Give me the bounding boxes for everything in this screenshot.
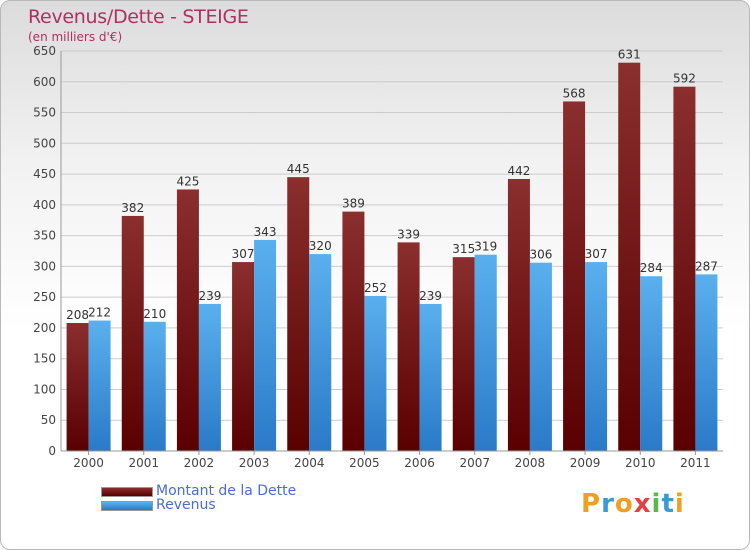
x-tick-label: 2006 xyxy=(404,456,435,470)
value-label-revenus: 306 xyxy=(529,248,552,262)
legend-swatch-revenus xyxy=(101,501,153,511)
bar-dette xyxy=(563,101,586,451)
value-label-dette: 592 xyxy=(673,72,696,86)
value-label-revenus: 319 xyxy=(474,240,497,254)
x-tick-label: 2009 xyxy=(570,456,601,470)
bar-dette xyxy=(176,189,199,451)
value-label-dette: 208 xyxy=(66,308,89,322)
value-label-revenus: 239 xyxy=(419,289,442,303)
value-label-dette: 445 xyxy=(287,162,310,176)
y-tick-label: 200 xyxy=(33,321,56,335)
bar-revenus xyxy=(309,254,332,451)
bar-dette xyxy=(232,262,255,451)
value-label-revenus: 343 xyxy=(254,225,277,239)
legend-label-dette: Montant de la Dette xyxy=(156,483,297,499)
logo-letter: i xyxy=(651,489,662,519)
y-tick-label: 650 xyxy=(33,44,56,58)
proxiti-logo: Proxiti xyxy=(581,489,685,519)
bar-revenus xyxy=(254,239,277,451)
logo-letter: r xyxy=(601,489,615,519)
bar-dette xyxy=(507,179,530,451)
x-tick-label: 2011 xyxy=(680,456,711,470)
y-tick-label: 500 xyxy=(33,136,56,150)
x-tick-label: 2004 xyxy=(294,456,325,470)
y-tick-label: 350 xyxy=(33,229,56,243)
x-tick-label: 2007 xyxy=(459,456,490,470)
logo-letter: x xyxy=(633,489,652,519)
y-tick-label: 100 xyxy=(33,382,56,396)
value-label-dette: 382 xyxy=(121,201,144,215)
x-tick-label: 2000 xyxy=(73,456,104,470)
x-tick-label: 2001 xyxy=(128,456,159,470)
y-tick-label: 550 xyxy=(33,106,56,120)
bar-dette xyxy=(618,62,641,451)
value-label-dette: 442 xyxy=(507,164,530,178)
bar-dette xyxy=(452,257,475,451)
bar-revenus xyxy=(419,303,442,451)
chart-title: Revenus/Dette - STEIGE xyxy=(28,6,249,28)
bar-dette xyxy=(66,323,89,451)
x-tick-label: 2008 xyxy=(515,456,546,470)
value-label-revenus: 210 xyxy=(143,307,166,321)
y-tick-label: 0 xyxy=(48,444,56,458)
bar-revenus xyxy=(529,262,552,451)
bar-dette xyxy=(121,215,144,451)
value-label-dette: 315 xyxy=(452,242,475,256)
x-tick-label: 2005 xyxy=(349,456,380,470)
bar-revenus xyxy=(88,320,111,451)
logo-letter: i xyxy=(674,489,685,519)
value-label-dette: 389 xyxy=(342,197,365,211)
value-label-dette: 568 xyxy=(563,86,586,100)
legend-label-revenus: Revenus xyxy=(156,497,216,513)
value-label-revenus: 239 xyxy=(198,289,221,303)
logo-letter: t xyxy=(661,489,675,519)
bar-revenus xyxy=(640,276,663,451)
bar-dette xyxy=(342,211,365,451)
bar-revenus xyxy=(364,295,387,451)
y-tick-label: 50 xyxy=(41,413,56,427)
value-label-revenus: 252 xyxy=(364,281,387,295)
y-tick-label: 450 xyxy=(33,167,56,181)
value-label-revenus: 284 xyxy=(640,261,663,275)
x-tick-label: 2010 xyxy=(625,456,656,470)
y-tick-label: 300 xyxy=(33,259,56,273)
bar-revenus xyxy=(695,274,718,451)
logo-letter: o xyxy=(614,489,634,519)
value-label-revenus: 320 xyxy=(309,239,332,253)
value-label-dette: 339 xyxy=(397,227,420,241)
value-label-revenus: 212 xyxy=(88,306,111,320)
chart-subtitle: (en milliers d'€) xyxy=(28,30,123,44)
x-tick-label: 2003 xyxy=(239,456,270,470)
bar-dette xyxy=(673,86,696,451)
value-label-dette: 307 xyxy=(232,247,255,261)
logo-letter: P xyxy=(581,489,602,519)
bar-revenus xyxy=(198,303,221,451)
bar-dette xyxy=(397,242,420,451)
y-tick-label: 400 xyxy=(33,198,56,212)
y-tick-label: 150 xyxy=(33,352,56,366)
value-label-revenus: 307 xyxy=(585,247,608,261)
bar-revenus xyxy=(585,262,608,451)
x-tick-label: 2002 xyxy=(184,456,215,470)
bar-revenus xyxy=(143,321,166,451)
bar-revenus xyxy=(474,254,497,451)
y-tick-label: 600 xyxy=(33,75,56,89)
value-label-dette: 425 xyxy=(176,174,199,188)
y-tick-label: 250 xyxy=(33,290,56,304)
bar-dette xyxy=(287,177,310,451)
legend-swatch-dette xyxy=(101,487,153,497)
value-label-dette: 631 xyxy=(618,48,641,62)
value-label-revenus: 287 xyxy=(695,259,718,273)
